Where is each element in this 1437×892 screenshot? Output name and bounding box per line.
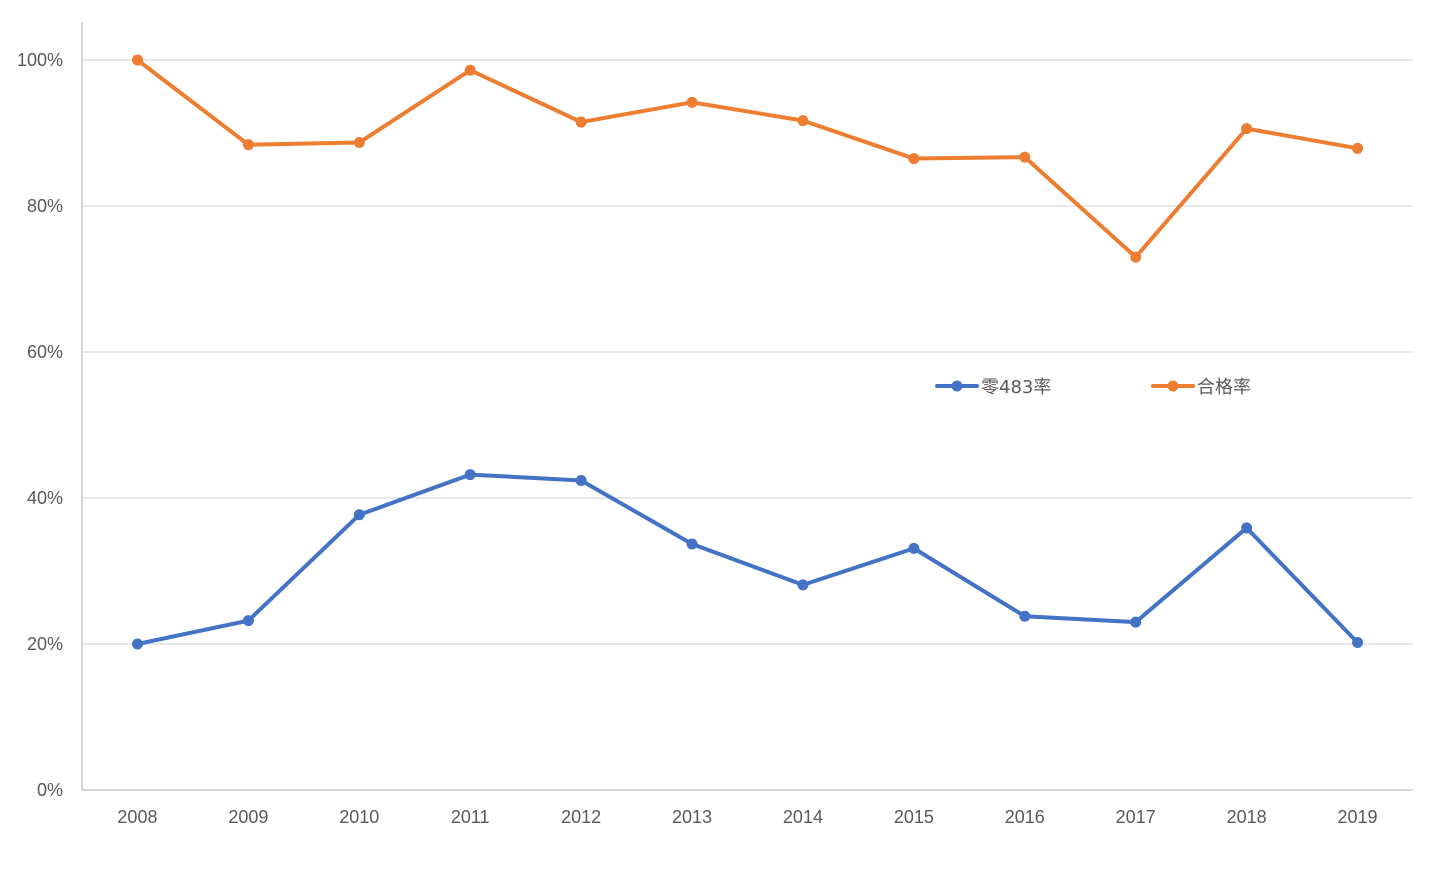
data-point-0-2018: [1241, 522, 1253, 534]
data-point-0-2016: [1019, 610, 1031, 622]
legend-item-1: 合格率: [1151, 377, 1251, 398]
x-tick-label-2016: 2016: [1005, 807, 1045, 827]
x-tick-label-2019: 2019: [1338, 807, 1378, 827]
data-point-1-2009: [242, 139, 254, 151]
data-point-1-2019: [1352, 142, 1364, 154]
x-tick-label-2017: 2017: [1116, 807, 1156, 827]
x-tick-label-2009: 2009: [228, 807, 268, 827]
data-point-1-2008: [131, 54, 143, 66]
series-lines: [131, 54, 1364, 650]
x-tick-label-2014: 2014: [783, 807, 823, 827]
data-point-1-2012: [575, 116, 587, 128]
x-tick-label-2008: 2008: [117, 807, 157, 827]
x-tick-label-2010: 2010: [339, 807, 379, 827]
data-point-1-2010: [353, 136, 365, 148]
legend-label: 合格率: [1197, 377, 1251, 398]
legend-item-0: 零483率: [935, 377, 1051, 398]
data-point-0-2019: [1352, 637, 1364, 649]
legend-label: 零483率: [981, 377, 1051, 398]
data-point-1-2017: [1130, 251, 1142, 263]
data-point-0-2011: [464, 469, 476, 481]
x-tick-label-2013: 2013: [672, 807, 712, 827]
data-point-0-2009: [242, 615, 254, 627]
x-tick-label-2012: 2012: [561, 807, 601, 827]
y-tick-label: 100%: [17, 50, 63, 70]
legend-swatch-marker: [1167, 380, 1179, 392]
y-tick-label: 80%: [27, 196, 63, 216]
series-1: [131, 54, 1364, 263]
data-point-1-2011: [464, 64, 476, 76]
gridlines: [82, 59, 1413, 645]
y-axis-tick-labels: 0% 20% 40% 60% 80% 100%: [17, 50, 63, 800]
x-tick-label-2015: 2015: [894, 807, 934, 827]
data-point-0-2008: [131, 638, 143, 650]
data-point-1-2013: [686, 96, 698, 108]
data-point-1-2014: [797, 115, 809, 127]
series-line-0: [135, 472, 1360, 646]
legend-swatch-marker: [951, 380, 963, 392]
y-tick-label: 60%: [27, 342, 63, 362]
series-line-1: [135, 58, 1360, 260]
data-point-0-2015: [908, 542, 920, 554]
data-point-0-2010: [353, 509, 365, 521]
y-tick-label: 40%: [27, 488, 63, 508]
y-tick-label: 0%: [37, 780, 63, 800]
axes: [81, 22, 1413, 791]
data-point-1-2018: [1241, 123, 1253, 135]
data-point-0-2014: [797, 579, 809, 591]
x-tick-label-2011: 2011: [451, 807, 490, 827]
x-tick-label-2018: 2018: [1227, 807, 1267, 827]
data-point-0-2017: [1130, 616, 1142, 628]
series-0: [131, 469, 1364, 650]
data-point-1-2016: [1019, 151, 1031, 163]
data-point-0-2012: [575, 474, 587, 486]
data-point-1-2015: [908, 153, 920, 165]
x-axis-tick-labels: 2008 2009 2010 2011 2012 2013 2014 2015 2016 2017…: [117, 807, 1377, 827]
y-tick-label: 20%: [27, 634, 63, 654]
data-point-0-2013: [686, 538, 698, 550]
legend: 零483率 合格率: [935, 377, 1251, 398]
